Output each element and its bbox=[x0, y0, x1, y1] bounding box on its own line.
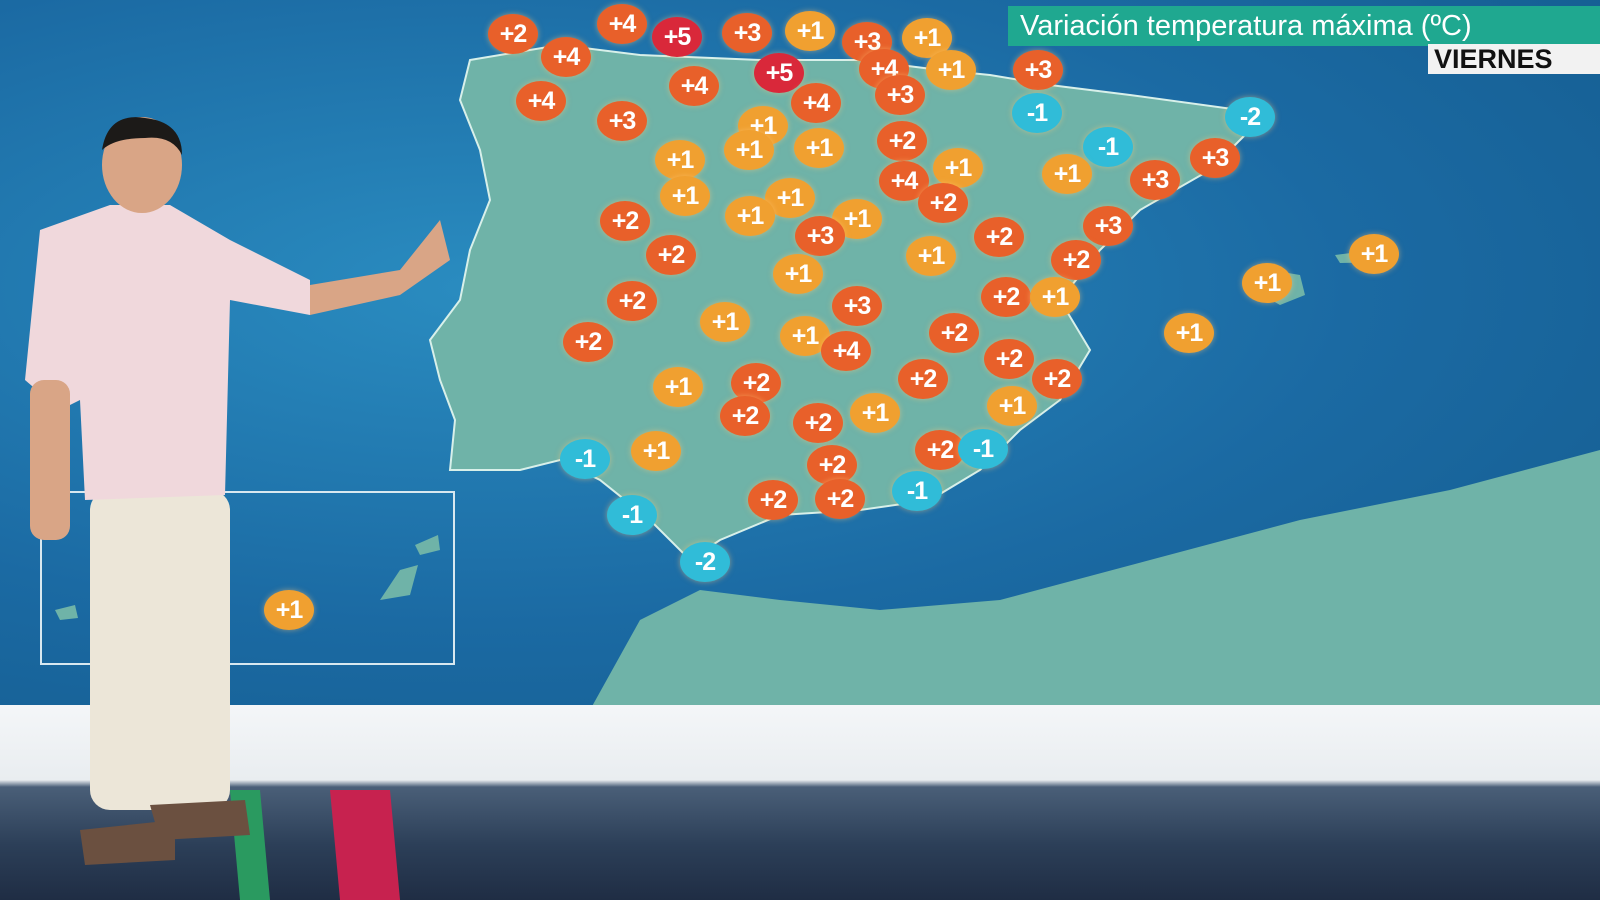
temperature-change-badge: +2 bbox=[981, 277, 1031, 317]
temperature-change-badge: +3 bbox=[722, 13, 772, 53]
temperature-change-badge: +1 bbox=[933, 148, 983, 188]
temperature-change-badge: +3 bbox=[1130, 160, 1180, 200]
presenter bbox=[25, 117, 450, 900]
temperature-change-badge: +1 bbox=[1349, 234, 1399, 274]
temperature-change-badge: +4 bbox=[821, 331, 871, 371]
temperature-change-badge: +1 bbox=[773, 254, 823, 294]
temperature-change-badge: +1 bbox=[1042, 154, 1092, 194]
temperature-change-badge: +4 bbox=[669, 66, 719, 106]
temperature-change-badge: +1 bbox=[631, 431, 681, 471]
temperature-change-badge: -1 bbox=[1083, 127, 1133, 167]
temperature-change-badge: +5 bbox=[754, 53, 804, 93]
temperature-change-badge: +3 bbox=[1083, 206, 1133, 246]
temperature-change-badge: -1 bbox=[607, 495, 657, 535]
temperature-change-badge: +4 bbox=[516, 81, 566, 121]
temperature-change-badge: +2 bbox=[793, 403, 843, 443]
temperature-change-badge: +1 bbox=[724, 130, 774, 170]
temperature-change-badge: +1 bbox=[794, 128, 844, 168]
temperature-change-badge: +2 bbox=[488, 14, 538, 54]
temperature-change-badge: +2 bbox=[918, 183, 968, 223]
temperature-change-badge: +2 bbox=[929, 313, 979, 353]
temperature-change-badge: -1 bbox=[1012, 93, 1062, 133]
temperature-change-badge: +2 bbox=[748, 480, 798, 520]
temperature-change-badge: +1 bbox=[850, 393, 900, 433]
temperature-change-badge: +5 bbox=[652, 17, 702, 57]
temperature-change-badge: +1 bbox=[725, 196, 775, 236]
temperature-change-badge: +1 bbox=[1030, 277, 1080, 317]
temperature-change-badge: +1 bbox=[660, 176, 710, 216]
temperature-change-badge: +2 bbox=[984, 339, 1034, 379]
map-title: Variación temperatura máxima (ºC) bbox=[1008, 6, 1600, 46]
temperature-change-badge: -1 bbox=[958, 429, 1008, 469]
temperature-change-badge: +2 bbox=[600, 201, 650, 241]
temperature-change-badge: +1 bbox=[906, 236, 956, 276]
temperature-change-badge: +2 bbox=[877, 121, 927, 161]
temperature-change-badge: +1 bbox=[264, 590, 314, 630]
temperature-change-badge: +2 bbox=[720, 396, 770, 436]
temperature-change-badge: +4 bbox=[541, 37, 591, 77]
temperature-change-badge: +2 bbox=[807, 445, 857, 485]
temperature-change-badge: -1 bbox=[560, 439, 610, 479]
temperature-change-badge: +2 bbox=[731, 363, 781, 403]
temperature-change-badge: +2 bbox=[607, 281, 657, 321]
temperature-change-badge: -1 bbox=[892, 471, 942, 511]
temperature-change-badge: +2 bbox=[646, 235, 696, 275]
temperature-change-badge: +1 bbox=[655, 140, 705, 180]
temperature-change-badge: +4 bbox=[597, 4, 647, 44]
temperature-change-badge: +3 bbox=[832, 286, 882, 326]
temperature-change-badge: +3 bbox=[1190, 138, 1240, 178]
temperature-change-badge: +1 bbox=[1242, 263, 1292, 303]
temperature-change-badge: -2 bbox=[680, 542, 730, 582]
temperature-change-badge: +1 bbox=[700, 302, 750, 342]
temperature-change-badge: +1 bbox=[1164, 313, 1214, 353]
temperature-change-badge: +2 bbox=[915, 430, 965, 470]
temperature-change-badge: +1 bbox=[653, 367, 703, 407]
temperature-change-badge: +3 bbox=[1013, 50, 1063, 90]
temperature-change-badge: -2 bbox=[1225, 97, 1275, 137]
temperature-change-badge: +3 bbox=[597, 101, 647, 141]
temperature-change-badge: +2 bbox=[1032, 359, 1082, 399]
temperature-change-badge: +2 bbox=[563, 322, 613, 362]
temperature-change-badge: +2 bbox=[898, 359, 948, 399]
temperature-change-badge: +3 bbox=[795, 216, 845, 256]
temperature-change-badge: +2 bbox=[815, 479, 865, 519]
temperature-change-badge: +1 bbox=[785, 11, 835, 51]
north-africa bbox=[590, 450, 1600, 720]
temperature-change-badge: +1 bbox=[926, 50, 976, 90]
temperature-change-badge: +1 bbox=[987, 386, 1037, 426]
temperature-change-badge: +4 bbox=[791, 83, 841, 123]
temperature-change-badge: +2 bbox=[1051, 240, 1101, 280]
canary-islands-inset bbox=[40, 491, 455, 665]
temperature-change-badge: +2 bbox=[974, 217, 1024, 257]
day-label: VIERNES bbox=[1428, 44, 1600, 74]
temperature-change-badge: +3 bbox=[875, 75, 925, 115]
